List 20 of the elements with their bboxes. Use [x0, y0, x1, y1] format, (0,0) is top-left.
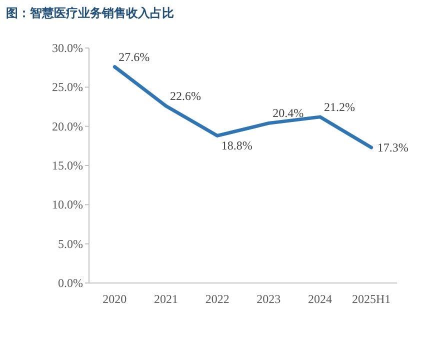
data-label: 20.4% — [272, 106, 304, 120]
x-tick-label: 2023 — [256, 292, 281, 306]
x-tick-label: 2022 — [205, 292, 230, 306]
data-label: 22.6% — [170, 88, 201, 103]
data-label: 27.6% — [118, 50, 150, 64]
x-tick-label: 2025H1 — [352, 292, 391, 306]
y-tick-label: 25.0% — [52, 80, 83, 94]
y-tick-label: 30.0% — [52, 41, 83, 55]
title: 图：智慧医疗业务销售收入占比 — [6, 6, 174, 20]
data-label: 17.3% — [377, 140, 408, 154]
y-tick-label: 20.0% — [52, 119, 83, 134]
data-label: 18.8% — [221, 138, 252, 153]
x-tick-label: 2021 — [154, 292, 178, 306]
x-tick-label: 2020 — [102, 292, 127, 306]
y-tick-label: 0.0% — [58, 276, 83, 290]
y-tick-label: 5.0% — [58, 236, 83, 251]
y-tick-label: 10.0% — [52, 198, 83, 212]
x-tick-label: 2024 — [308, 292, 332, 306]
data-label: 21.2% — [324, 100, 355, 114]
y-tick-label: 15.0% — [52, 158, 83, 172]
